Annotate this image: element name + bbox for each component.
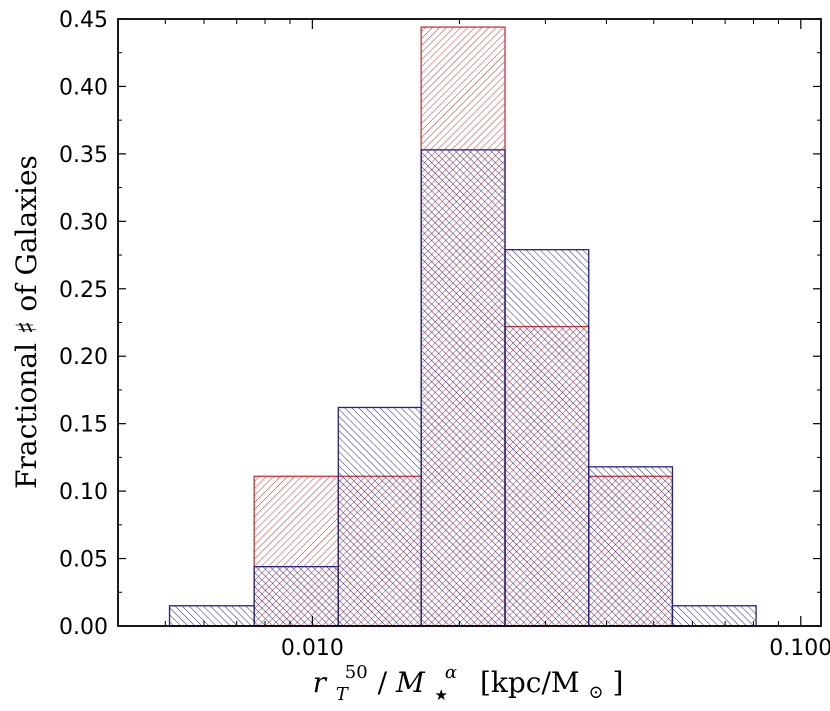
series-1 <box>168 149 757 627</box>
x-title-sub: T <box>336 684 350 705</box>
bar-s1-b5 <box>588 466 674 627</box>
bar-s1-b3 <box>420 149 506 627</box>
bar-s1-b2 <box>337 406 422 627</box>
y-tick-label-2: 0.10 <box>59 480 108 505</box>
bars-layer <box>168 26 757 627</box>
x-title-slash: / <box>378 666 388 699</box>
y-tick-label-3: 0.15 <box>59 413 108 438</box>
x-title-sun: ⊙ <box>588 682 603 703</box>
x-tick-label-1: 0.100 <box>769 636 830 661</box>
bar-s1-b4 <box>504 249 590 627</box>
x-title-close: ] <box>612 666 623 699</box>
y-tick-label-4: 0.20 <box>59 345 108 370</box>
x-title-mass: M <box>395 666 426 699</box>
y-tick-label-5: 0.25 <box>59 278 108 303</box>
x-title-mass-sup: α <box>445 662 457 683</box>
y-tick-label-0: 0.00 <box>59 615 108 640</box>
bar-s1-b6 <box>671 605 757 627</box>
y-tick-label-7: 0.35 <box>59 143 108 168</box>
x-axis-title: r T 50 / M ★ α [kpc/M ⊙ ] <box>313 652 624 707</box>
bar-s1-b1 <box>253 566 339 627</box>
x-title-mass-sub: ★ <box>435 686 448 704</box>
bar-s1-b0 <box>168 605 255 627</box>
y-tick-label-1: 0.05 <box>59 548 108 573</box>
ticks-layer: 0.00 0.05 0.10 0.15 0.20 0.25 0.30 0.35 0.40 0.45… <box>59 8 830 661</box>
plot-frame <box>117 18 822 627</box>
x-title-sup: 50 <box>345 662 368 683</box>
y-tick-label-6: 0.30 <box>59 210 108 235</box>
y-tick-label-8: 0.40 <box>59 75 108 100</box>
x-tick-label-0: 0.010 <box>281 636 344 661</box>
x-title-base: r <box>313 666 328 699</box>
y-axis-title: Fractional ♯ of Galaxies <box>10 155 43 489</box>
x-title-units: [kpc/M <box>480 666 580 699</box>
y-tick-label-9: 0.45 <box>59 8 108 33</box>
